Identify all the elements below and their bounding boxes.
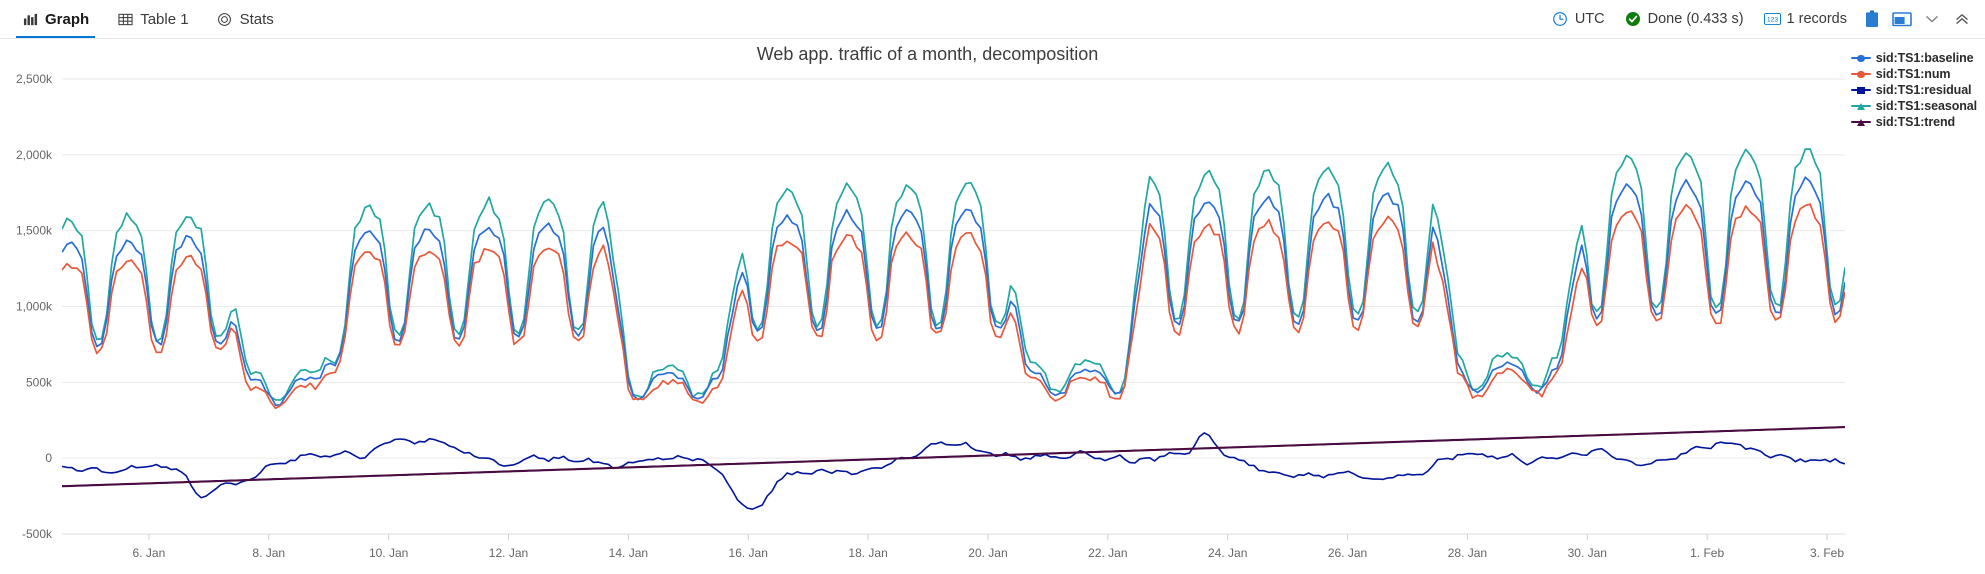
series-baseline (62, 176, 1845, 406)
legend-item-seasonal[interactable]: sid:TS1:seasonal (1850, 99, 1977, 113)
clipboard-icon[interactable] (1857, 0, 1887, 38)
svg-text:12. Jan: 12. Jan (489, 546, 528, 560)
series-residual (62, 432, 1845, 510)
legend-marker-trend (1850, 117, 1871, 128)
chart-title: Web app. traffic of a month, decompositi… (756, 44, 1099, 64)
legend-item-residual[interactable]: sid:TS1:residual (1850, 83, 1977, 97)
svg-text:2,000k: 2,000k (16, 148, 53, 162)
double-chevron-up-icon[interactable] (1947, 0, 1977, 38)
series-seasonal (62, 148, 1845, 401)
window-layout-icon[interactable] (1887, 0, 1917, 38)
svg-text:1,000k: 1,000k (16, 300, 53, 314)
legend-marker-seasonal (1850, 101, 1871, 112)
table-icon (117, 11, 133, 27)
result-toolbar: Graph Table 1 (0, 0, 1985, 39)
svg-text:26. Jan: 26. Jan (1328, 546, 1367, 560)
svg-text:3. Feb: 3. Feb (1810, 546, 1844, 560)
result-status-bar: UTC Done (0.433 s) 123 (1542, 0, 1985, 38)
svg-text:30. Jan: 30. Jan (1568, 546, 1607, 560)
tab-graph-label: Graph (45, 10, 90, 28)
legend-label-num: sid:TS1:num (1875, 67, 1951, 81)
svg-text:1,500k: 1,500k (16, 224, 53, 238)
numbers-123-icon: 123 (1763, 11, 1781, 28)
chart-legend: sid:TS1:baseline sid:TS1:num sid:TS1:res… (1850, 51, 1977, 129)
svg-text:22. Jan: 22. Jan (1088, 546, 1127, 560)
query-state-indicator: Done (0.433 s) (1615, 0, 1754, 38)
legend-item-num[interactable]: sid:TS1:num (1850, 67, 1977, 81)
query-state-label: Done (0.433 s) (1647, 11, 1744, 27)
chevron-down-icon[interactable] (1917, 0, 1947, 38)
legend-marker-residual (1850, 85, 1871, 96)
svg-text:6. Jan: 6. Jan (133, 546, 166, 560)
svg-text:8. Jan: 8. Jan (252, 546, 285, 560)
svg-text:14. Jan: 14. Jan (609, 546, 648, 560)
legend-item-trend[interactable]: sid:TS1:trend (1850, 115, 1977, 129)
legend-label-seasonal: sid:TS1:seasonal (1875, 99, 1977, 113)
timezone-label: UTC (1574, 11, 1605, 27)
svg-text:123: 123 (1766, 17, 1778, 24)
chart-container: Web app. traffic of a month, decompositi… (0, 39, 1985, 574)
svg-text:16. Jan: 16. Jan (729, 546, 768, 560)
clock-icon (1552, 11, 1569, 28)
legend-marker-baseline (1850, 53, 1871, 64)
tab-stats-label: Stats (239, 10, 274, 28)
svg-text:2,500k: 2,500k (16, 72, 53, 86)
svg-text:28. Jan: 28. Jan (1448, 546, 1487, 560)
tab-stats[interactable]: Stats (203, 0, 288, 38)
legend-marker-num (1850, 69, 1871, 80)
series-num (62, 203, 1845, 410)
success-check-icon (1625, 11, 1642, 28)
legend-label-residual: sid:TS1:residual (1875, 83, 1972, 97)
legend-item-baseline[interactable]: sid:TS1:baseline (1850, 51, 1977, 65)
legend-label-baseline: sid:TS1:baseline (1875, 51, 1974, 65)
bar-chart-icon (22, 11, 38, 27)
svg-text:-500k: -500k (22, 527, 53, 541)
timezone-indicator[interactable]: UTC (1542, 0, 1615, 38)
svg-text:24. Jan: 24. Jan (1208, 546, 1247, 560)
svg-text:18. Jan: 18. Jan (848, 546, 887, 560)
svg-text:10. Jan: 10. Jan (369, 546, 408, 560)
series-trend (62, 426, 1845, 488)
tab-table-1-label: Table 1 (140, 10, 189, 28)
legend-label-trend: sid:TS1:trend (1875, 115, 1956, 129)
svg-text:20. Jan: 20. Jan (968, 546, 1007, 560)
result-tabs: Graph Table 1 (0, 0, 288, 38)
stats-icon (217, 11, 233, 27)
record-count-label: 1 records (1786, 11, 1847, 27)
tab-graph[interactable]: Graph (8, 0, 103, 38)
record-count-indicator: 123 1 records (1754, 0, 1857, 38)
chart-plot-area[interactable]: 2,500k 2,000k 1,500k 1,000k 500k 0 -500k 6. Jan… (0, 39, 1985, 574)
tab-table-1[interactable]: Table 1 (103, 0, 202, 38)
svg-text:0: 0 (45, 451, 52, 465)
svg-text:500k: 500k (26, 375, 53, 389)
svg-text:1. Feb: 1. Feb (1690, 546, 1724, 560)
